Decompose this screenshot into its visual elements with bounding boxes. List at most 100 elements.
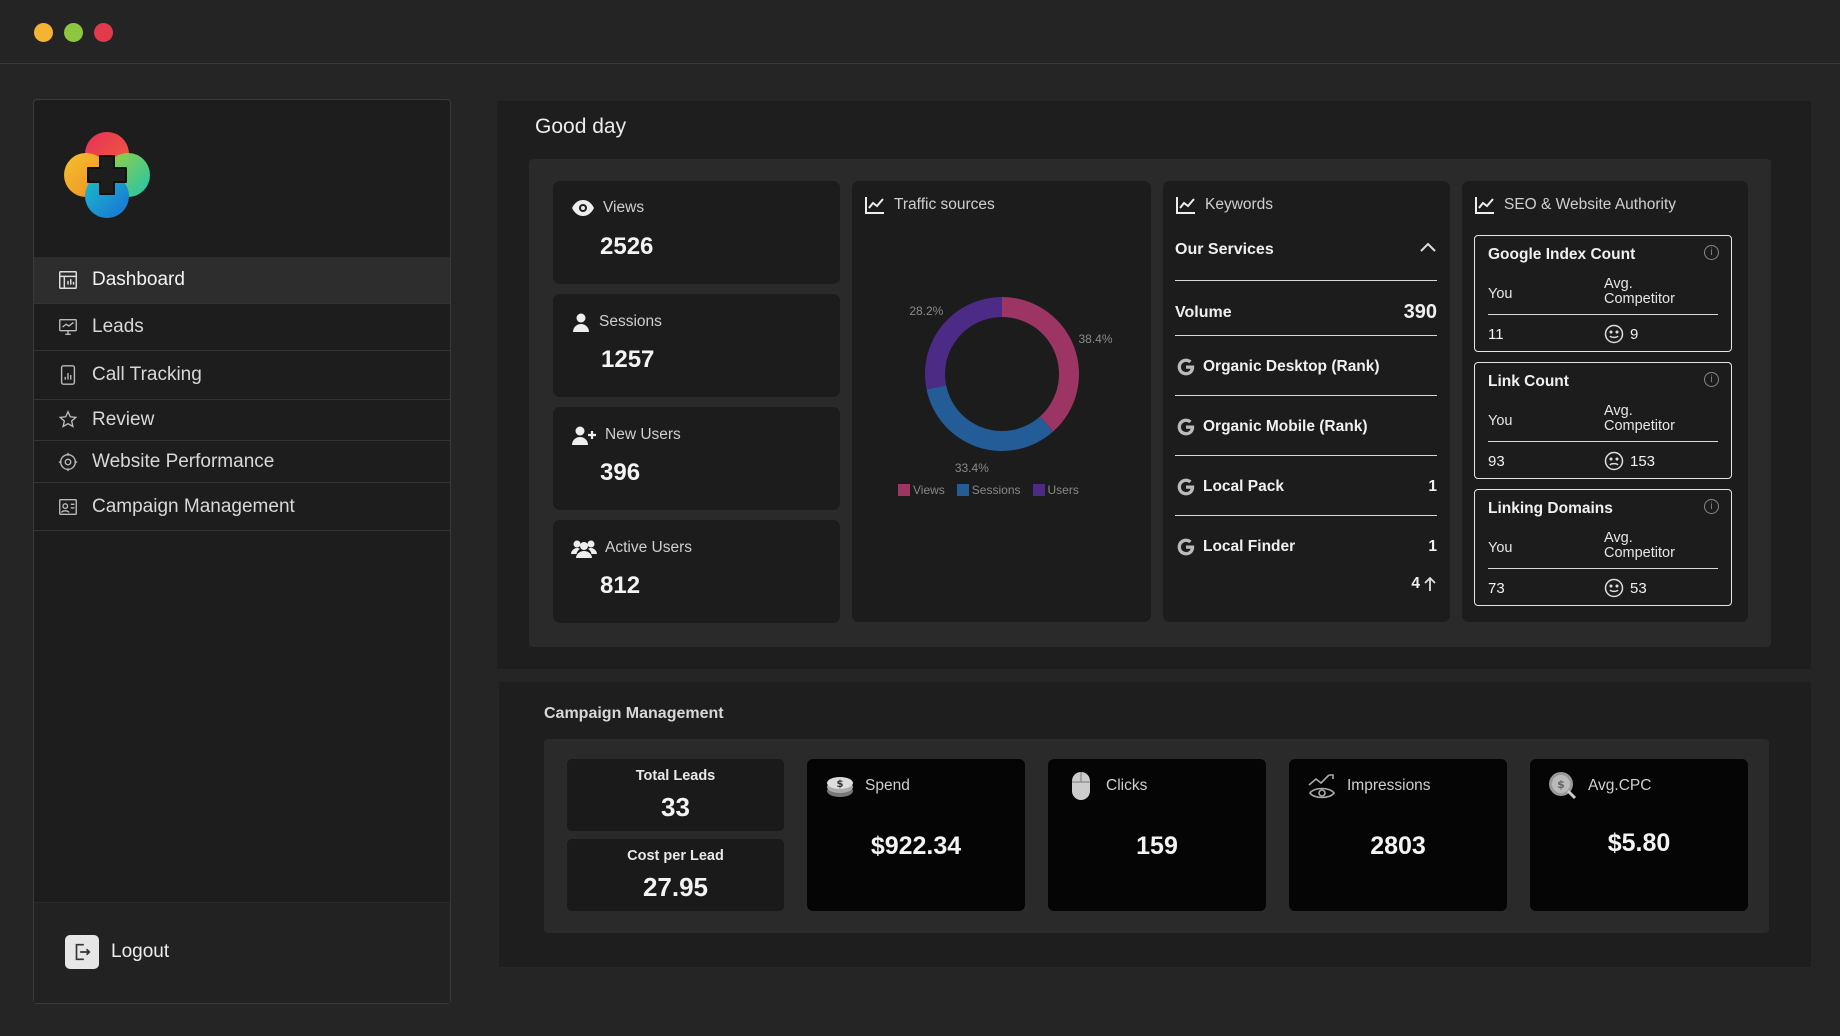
svg-text:$: $ [837, 779, 844, 790]
traffic-sources-card: Traffic sources 38.4% 33.4% 28.2% Views … [852, 181, 1151, 622]
stat-label: Views [603, 199, 645, 216]
impressions-icon [1308, 774, 1335, 799]
divider [1175, 280, 1437, 281]
donut-slice-views[interactable] [1002, 297, 1079, 432]
competitor-value: 153 [1630, 452, 1656, 470]
traffic-donut-chart [925, 297, 1079, 451]
cost-per-lead-value: 27.95 [642, 872, 709, 902]
user-icon [573, 313, 589, 332]
stat-value: 812 [600, 572, 641, 599]
sidebar-item-label: Website Performance [92, 450, 275, 472]
sidebar-item-call-tracking[interactable]: Call Tracking [34, 351, 450, 400]
impressions-card[interactable]: Impressions 2803 [1289, 759, 1507, 911]
competitor-label: Avg. Competitor [1604, 276, 1675, 307]
cost-per-lead-label: Cost per Lead [627, 848, 724, 864]
you-value: 93 [1488, 453, 1505, 470]
smile-icon [1604, 324, 1624, 344]
google-icon [1177, 478, 1195, 496]
metric-label: Impressions [1347, 777, 1431, 794]
stat-label: Active Users [605, 539, 692, 556]
cost-per-lead-card[interactable]: Cost per Lead 27.95 [567, 839, 784, 911]
divider [1488, 314, 1718, 315]
sidebar-item-website-performance[interactable]: Website Performance [34, 441, 450, 483]
stat-card-new-users[interactable]: New Users 396 [553, 407, 840, 510]
google-icon [1177, 358, 1195, 376]
money-icon: $ [827, 777, 853, 797]
sidebar: Dashboard Leads Call Tracking Review Web… [33, 99, 451, 1004]
legend-item-views[interactable]: Views [898, 483, 945, 497]
stat-label: Sessions [599, 313, 662, 330]
arrow-up-icon [1424, 576, 1436, 591]
greeting-title: Good day [535, 115, 627, 138]
seo-box-title: Link Count [1488, 373, 1569, 390]
keyword-label: Local Finder [1203, 538, 1296, 555]
line-chart-icon [1475, 197, 1494, 214]
sidebar-item-dashboard[interactable]: Dashboard [34, 257, 450, 304]
divider [1488, 441, 1718, 442]
app-logo [60, 128, 154, 222]
svg-text:$: $ [1557, 778, 1565, 791]
users-icon [571, 540, 597, 558]
metric-value: 2803 [1370, 832, 1426, 860]
legend-item-sessions[interactable]: Sessions [956, 483, 1021, 497]
stat-card-views[interactable]: Views 2526 [553, 181, 840, 284]
frown-icon [1604, 451, 1624, 471]
stat-value: 2526 [600, 233, 654, 260]
metric-value: 159 [1136, 832, 1178, 860]
info-icon[interactable]: i [1704, 372, 1719, 387]
seo-box-google-index: Google Index Count i You Avg. Competitor… [1474, 235, 1732, 352]
metric-label: Clicks [1106, 777, 1148, 794]
mouse-icon [1072, 772, 1090, 800]
competitor-label: Avg. Competitor [1604, 530, 1675, 561]
competitor-value: 53 [1630, 579, 1647, 597]
campaign-panel: Campaign Management Total Leads 33 Cost … [499, 682, 1811, 967]
leads-icon [56, 315, 80, 339]
donut-slice-sessions[interactable] [926, 385, 1054, 451]
legend-item-users[interactable]: Users [1032, 483, 1079, 497]
metric-label: Spend [865, 777, 910, 794]
line-chart-icon [865, 197, 884, 214]
sidebar-item-leads[interactable]: Leads [34, 304, 450, 351]
user-plus-icon [572, 426, 596, 445]
volume-row: Volume 390 [1175, 301, 1437, 324]
spend-card[interactable]: $ Spend $922.34 [807, 759, 1025, 911]
overview-panel: Good day Views 2526 Sessions 1257 New Us… [497, 101, 1811, 669]
minimize-button[interactable] [34, 23, 53, 42]
divider [1175, 515, 1437, 516]
our-services-toggle[interactable]: Our Services [1175, 241, 1437, 259]
stat-card-active-users[interactable]: Active Users 812 [553, 520, 840, 623]
dashboard-icon [56, 268, 80, 292]
line-chart-icon [1176, 197, 1195, 214]
sidebar-item-label: Call Tracking [92, 364, 202, 385]
logout-button[interactable]: Logout [65, 935, 169, 969]
stat-card-sessions[interactable]: Sessions 1257 [553, 294, 840, 397]
donut-slice-users[interactable] [925, 297, 1002, 390]
divider [1488, 568, 1718, 569]
sidebar-footer: Logout [34, 902, 450, 1003]
close-button[interactable] [94, 23, 113, 42]
maximize-button[interactable] [64, 23, 83, 42]
seo-box-linking-domains: Linking Domains i You Avg. Competitor 73… [1474, 489, 1732, 606]
avg-cpc-card[interactable]: $ Avg.CPC $5.80 [1530, 759, 1748, 911]
logout-icon [65, 935, 99, 969]
you-value: 73 [1488, 580, 1505, 597]
keyword-value: 1 [1428, 538, 1437, 555]
keyword-label: Organic Mobile (Rank) [1203, 418, 1368, 435]
keyword-row: Organic Desktop (Rank) [1175, 356, 1437, 378]
total-leads-card[interactable]: Total Leads 33 [567, 759, 784, 831]
sidebar-item-campaign-management[interactable]: Campaign Management [34, 483, 450, 531]
campaign-title: Campaign Management [544, 705, 724, 722]
stat-label: New Users [605, 426, 681, 443]
chart-legend: Views Sessions Users [898, 483, 1079, 497]
section-title: Our Services [1175, 241, 1274, 258]
info-icon[interactable]: i [1704, 245, 1719, 260]
info-icon[interactable]: i [1704, 499, 1719, 514]
eye-icon [572, 200, 594, 216]
stat-value: 396 [600, 459, 641, 486]
overview-cards: Views 2526 Sessions 1257 New Users 396 A… [529, 159, 1771, 647]
clicks-card[interactable]: Clicks 159 [1048, 759, 1266, 911]
keyword-label: Local Pack [1203, 478, 1284, 495]
competitor-value: 9 [1630, 325, 1639, 343]
sidebar-item-review[interactable]: Review [34, 400, 450, 441]
keyword-row: Organic Mobile (Rank) [1175, 416, 1437, 438]
